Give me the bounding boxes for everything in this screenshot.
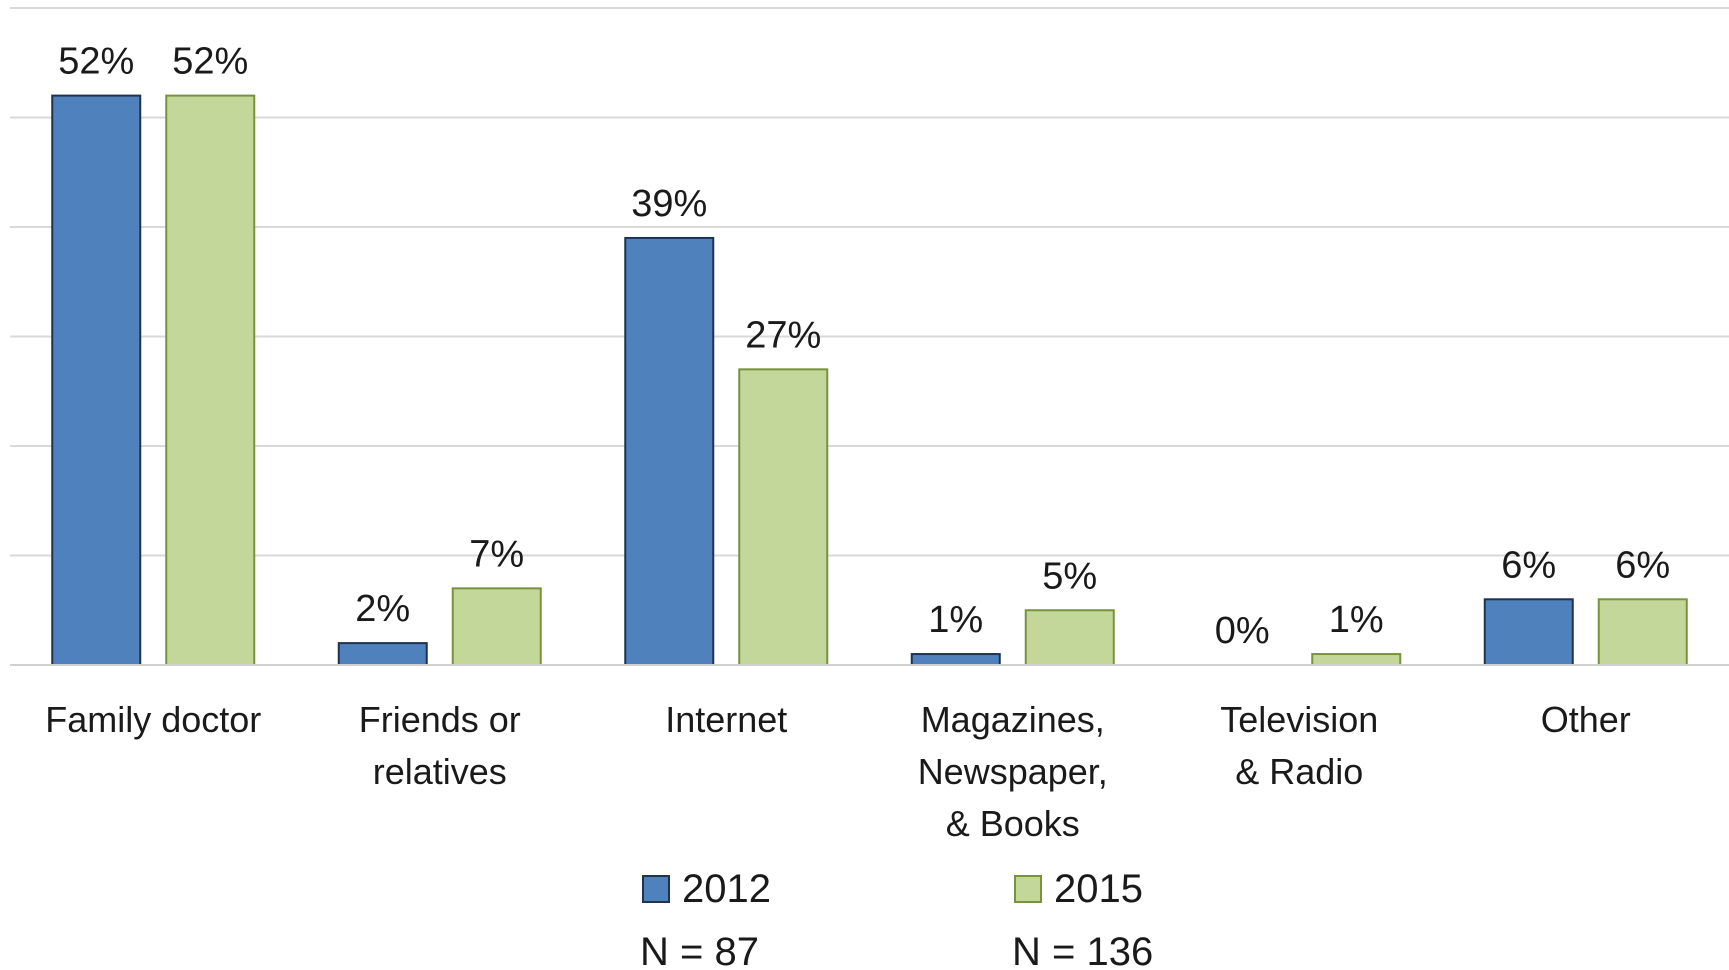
category-label-line: Internet (665, 699, 787, 740)
gridlines (10, 7, 1729, 557)
category-label-1: Friends or relatives (359, 699, 521, 792)
bar-2012-1 (337, 642, 428, 666)
value-labels: 52% 52% 2% 7% 39% 27% 1% 5% 0% 1% 6% 6% (58, 41, 1670, 652)
category-label-0: Family doctor (45, 699, 261, 740)
category-label-line: Other (1541, 699, 1631, 740)
value-label-2015-2: 27% (745, 314, 821, 356)
value-label-2015-3: 5% (1042, 555, 1097, 597)
category-label-2: Internet (665, 699, 787, 740)
bar-2015-4 (1311, 653, 1402, 666)
bar-2015-0 (165, 94, 256, 667)
legend-sample-size-2015: N = 136 (1012, 930, 1153, 970)
value-label-2012-2: 39% (631, 183, 707, 225)
category-label-line: & Radio (1235, 751, 1363, 792)
bar-2012-0 (51, 94, 142, 667)
category-label-5: Other (1541, 699, 1631, 740)
value-label-2012-0: 52% (58, 41, 134, 83)
value-label-2012-3: 1% (928, 599, 983, 641)
legend: 2012 N = 87 2015 N = 136 (640, 867, 1153, 970)
value-label-2012-1: 2% (355, 588, 410, 630)
legend-label-2015: 2015 (1054, 867, 1143, 911)
value-label-2012-4: 0% (1215, 610, 1270, 652)
legend-label-2012: 2012 (682, 867, 771, 911)
value-label-2015-1: 7% (469, 533, 524, 575)
bar-2015-2 (738, 368, 829, 666)
legend-item-2015: 2015 N = 136 (1012, 867, 1153, 970)
value-label-2012-5: 6% (1501, 544, 1556, 586)
value-label-2015-0: 52% (172, 41, 248, 83)
category-label-3: Magazines, Newspaper, & Books (918, 699, 1108, 844)
category-labels: Family doctor Friends or relatives Internet… (45, 699, 1631, 844)
legend-item-2012: 2012 N = 87 (640, 867, 771, 970)
category-label-line: Family doctor (45, 699, 261, 740)
legend-sample-size-2012: N = 87 (640, 930, 759, 970)
category-label-line: Friends or (359, 699, 521, 740)
value-label-2015-5: 6% (1615, 544, 1670, 586)
bar-2012-3 (910, 653, 1001, 666)
category-label-line: Newspaper, (918, 751, 1108, 792)
legend-swatch-2015 (1014, 875, 1042, 903)
category-label-line: relatives (373, 751, 507, 792)
category-label-line: Magazines, (921, 699, 1105, 740)
bar-2015-3 (1024, 609, 1115, 666)
value-label-2015-4: 1% (1329, 599, 1384, 641)
legend-swatch-2012 (642, 875, 670, 903)
category-label-4: Television & Radio (1220, 699, 1378, 792)
bar-2015-1 (451, 587, 542, 666)
bar-2012-5 (1483, 598, 1574, 666)
bar-2012-2 (624, 236, 715, 666)
bars (51, 94, 1688, 667)
bar-2015-5 (1597, 598, 1688, 666)
category-label-line: & Books (946, 803, 1080, 844)
category-label-line: Television (1220, 699, 1378, 740)
